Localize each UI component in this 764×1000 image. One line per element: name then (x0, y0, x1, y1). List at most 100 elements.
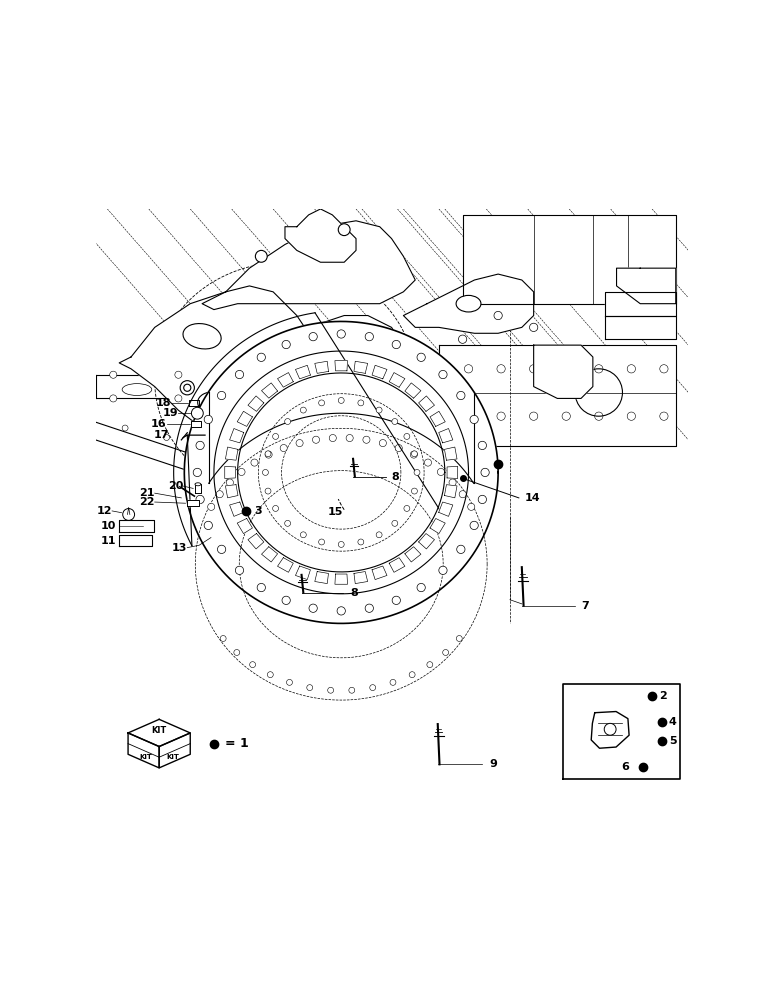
Polygon shape (605, 316, 676, 339)
Polygon shape (533, 345, 593, 398)
Text: 22: 22 (139, 497, 154, 507)
Polygon shape (463, 215, 676, 304)
Text: KIT: KIT (167, 754, 180, 760)
Polygon shape (591, 712, 629, 748)
Circle shape (250, 662, 256, 668)
Circle shape (449, 479, 456, 486)
Circle shape (412, 451, 417, 457)
Circle shape (263, 469, 268, 475)
Text: 9: 9 (489, 759, 497, 769)
Text: 15: 15 (328, 507, 343, 517)
Circle shape (439, 566, 447, 574)
Circle shape (349, 687, 354, 693)
Circle shape (309, 332, 317, 341)
Circle shape (123, 509, 134, 520)
Text: 16: 16 (151, 419, 167, 429)
Polygon shape (237, 518, 252, 534)
Circle shape (208, 503, 215, 510)
Circle shape (204, 521, 212, 530)
Polygon shape (315, 572, 329, 584)
Circle shape (439, 370, 447, 379)
Polygon shape (419, 396, 435, 411)
Text: 20: 20 (168, 481, 183, 491)
Polygon shape (439, 502, 453, 516)
Circle shape (216, 491, 223, 498)
Circle shape (358, 539, 364, 545)
Circle shape (175, 371, 182, 378)
Circle shape (282, 340, 290, 349)
Circle shape (192, 407, 203, 419)
Text: 11: 11 (101, 536, 116, 546)
Polygon shape (277, 558, 293, 572)
Text: 21: 21 (139, 488, 154, 498)
Circle shape (183, 384, 191, 391)
Circle shape (319, 400, 325, 406)
Ellipse shape (456, 295, 481, 312)
Circle shape (300, 532, 306, 538)
Text: 18: 18 (156, 398, 171, 408)
Polygon shape (430, 411, 445, 426)
Circle shape (338, 397, 345, 403)
Polygon shape (285, 209, 356, 262)
Polygon shape (296, 566, 310, 580)
Text: KIT: KIT (139, 754, 152, 760)
Circle shape (235, 566, 244, 574)
Circle shape (180, 381, 194, 395)
Circle shape (110, 371, 117, 378)
Circle shape (196, 495, 204, 504)
Polygon shape (225, 485, 238, 498)
Circle shape (478, 441, 487, 450)
Polygon shape (119, 286, 321, 434)
Circle shape (395, 445, 403, 452)
Circle shape (412, 488, 417, 494)
Polygon shape (419, 534, 435, 549)
Polygon shape (128, 719, 190, 747)
Circle shape (414, 469, 420, 475)
Circle shape (286, 679, 293, 685)
Polygon shape (354, 361, 367, 373)
Polygon shape (617, 268, 676, 304)
Circle shape (218, 545, 225, 553)
Polygon shape (237, 411, 252, 426)
Text: 2: 2 (659, 691, 667, 701)
Circle shape (257, 583, 265, 592)
Circle shape (234, 650, 240, 655)
Text: 7: 7 (581, 601, 589, 611)
Ellipse shape (294, 340, 335, 368)
Polygon shape (389, 558, 405, 572)
Circle shape (417, 353, 426, 361)
Circle shape (392, 520, 398, 526)
Circle shape (307, 685, 312, 691)
Circle shape (470, 415, 478, 424)
Circle shape (337, 607, 345, 615)
Circle shape (235, 370, 244, 379)
Text: 10: 10 (101, 521, 116, 531)
Polygon shape (248, 534, 264, 549)
Polygon shape (605, 292, 676, 316)
Circle shape (478, 495, 487, 504)
Polygon shape (405, 547, 421, 562)
Circle shape (392, 596, 400, 604)
Polygon shape (119, 535, 152, 546)
Polygon shape (403, 274, 533, 333)
Circle shape (226, 479, 234, 486)
Text: KIT: KIT (151, 726, 167, 735)
Polygon shape (563, 684, 681, 779)
Circle shape (370, 685, 376, 691)
Circle shape (257, 353, 265, 361)
Circle shape (365, 332, 374, 341)
Circle shape (404, 433, 410, 439)
Circle shape (285, 419, 290, 424)
Circle shape (265, 451, 272, 458)
Polygon shape (296, 365, 310, 379)
Circle shape (309, 604, 317, 612)
Circle shape (457, 391, 465, 400)
Polygon shape (447, 466, 458, 478)
Circle shape (110, 395, 117, 402)
Circle shape (238, 468, 245, 475)
Polygon shape (119, 520, 154, 532)
Polygon shape (230, 502, 244, 516)
Text: = 1: = 1 (225, 737, 248, 750)
Polygon shape (315, 361, 329, 373)
Circle shape (470, 521, 478, 530)
